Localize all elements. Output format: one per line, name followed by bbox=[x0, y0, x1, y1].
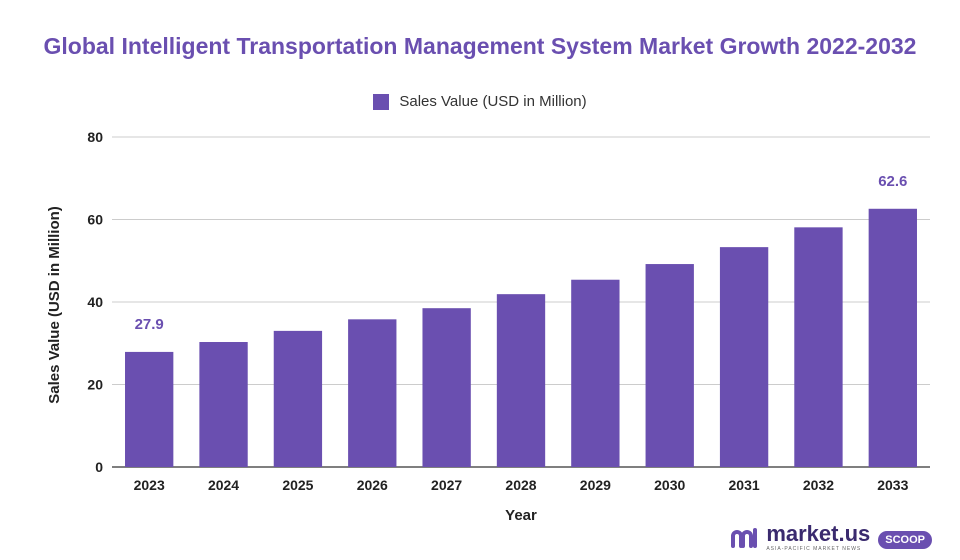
bar bbox=[794, 227, 843, 467]
x-tick-label: 2030 bbox=[654, 477, 685, 493]
bar bbox=[571, 279, 620, 467]
chart-title: Global Intelligent Transportation Manage… bbox=[0, 33, 960, 59]
chart-title-text: Global Intelligent Transportation Manage… bbox=[43, 33, 917, 59]
y-tick-label: 0 bbox=[95, 459, 103, 475]
x-tick-label: 2029 bbox=[580, 477, 611, 493]
brand-name: market.us bbox=[766, 521, 871, 546]
bar bbox=[273, 330, 323, 467]
y-tick-label: 20 bbox=[87, 377, 103, 393]
y-axis-title: Sales Value (USD in Million) bbox=[46, 206, 63, 404]
brand-text: market.us ASIA-PACIFIC MARKET NEWS bbox=[766, 523, 870, 552]
x-tick-label: 2031 bbox=[729, 477, 760, 493]
legend-label: Sales Value (USD in Million) bbox=[399, 93, 587, 110]
data-label: 27.9 bbox=[135, 316, 164, 333]
x-tick-label: 2026 bbox=[357, 477, 388, 493]
brand-watermark: market.us ASIA-PACIFIC MARKET NEWS SCOOP bbox=[730, 523, 932, 552]
x-tick-label: 2028 bbox=[505, 477, 536, 493]
x-tick-label: 2024 bbox=[208, 477, 239, 493]
bar bbox=[422, 308, 471, 467]
bar bbox=[868, 208, 917, 467]
x-tick-label: 2033 bbox=[877, 477, 908, 493]
bar bbox=[348, 319, 397, 467]
data-label: 62.6 bbox=[878, 173, 907, 190]
bar bbox=[199, 342, 248, 467]
brand-tagline: ASIA-PACIFIC MARKET NEWS bbox=[766, 546, 862, 552]
bar bbox=[645, 264, 694, 467]
chart-legend: Sales Value (USD in Million) bbox=[0, 93, 960, 110]
bar bbox=[496, 294, 546, 467]
bar bbox=[125, 351, 174, 467]
bar bbox=[719, 247, 769, 467]
y-tick-label: 40 bbox=[87, 294, 103, 310]
legend-swatch bbox=[373, 93, 390, 110]
y-tick-label: 80 bbox=[87, 129, 103, 145]
y-tick-label: 60 bbox=[87, 212, 103, 228]
x-axis-title: Year bbox=[505, 507, 537, 524]
x-tick-label: 2025 bbox=[282, 477, 313, 493]
x-tick-label: 2023 bbox=[134, 477, 165, 493]
x-tick-label: 2032 bbox=[803, 477, 834, 493]
market-us-logo-icon bbox=[731, 527, 758, 548]
brand-badge: SCOOP bbox=[878, 531, 932, 549]
x-tick-label: 2027 bbox=[431, 477, 462, 493]
